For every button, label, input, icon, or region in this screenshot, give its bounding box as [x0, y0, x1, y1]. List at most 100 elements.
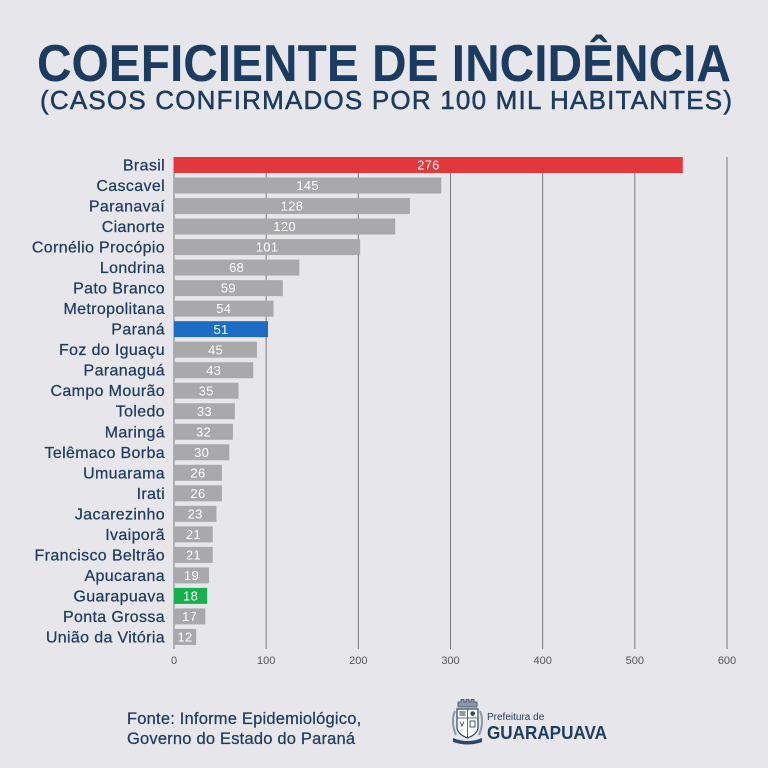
x-axis-tick-labels: 0 100 200 300 400 500 600	[171, 655, 736, 667]
x-tick-label: 400	[533, 655, 551, 667]
category-label: Paranavaí	[89, 199, 165, 216]
category-label: Campo Mourão	[51, 383, 165, 400]
category-label: Metropolitana	[64, 301, 166, 318]
category-label: Cornélio Procópio	[32, 240, 165, 257]
bar-value-label: 128	[281, 199, 304, 214]
category-label: Ponta Grossa	[63, 609, 165, 626]
bar	[174, 382, 239, 399]
bar-value-label: 54	[216, 301, 231, 316]
source-line-2: Governo do Estado do Paraná	[127, 730, 356, 748]
gridlines	[173, 157, 728, 649]
category-label: Paraná	[111, 322, 165, 339]
category-label: Londrina	[100, 260, 165, 277]
category-label: Jacarezinho	[75, 506, 165, 523]
category-label: Guarapuava	[73, 588, 165, 605]
bar	[174, 341, 257, 358]
category-label: Francisco Beltrão	[35, 547, 165, 564]
category-label: Irati	[137, 486, 165, 503]
category-label: Cianorte	[102, 219, 165, 236]
category-label: Pato Branco	[73, 281, 165, 298]
category-label: Foz do Iguaçu	[59, 342, 165, 359]
bar	[174, 239, 361, 256]
category-label: Cascavel	[96, 178, 165, 195]
x-tick-label: 200	[349, 655, 367, 667]
bar	[174, 321, 269, 338]
bar-value-label: 17	[182, 609, 197, 624]
category-label: Apucarana	[84, 568, 165, 585]
shield-quarter-3	[459, 721, 465, 728]
category-label: Toledo	[116, 404, 165, 421]
guarapuava-logo: Prefeitura de GUARAPUAVA	[452, 699, 607, 745]
mural-crown	[457, 699, 478, 708]
shield-quarter-2	[470, 711, 476, 716]
bar-value-label: 26	[190, 486, 205, 501]
x-tick-label: 500	[626, 655, 644, 667]
bars	[174, 157, 683, 645]
bar	[174, 628, 197, 645]
category-label: Telêmaco Borba	[44, 445, 165, 462]
bar	[174, 608, 206, 625]
bar-value-label: 19	[184, 568, 199, 583]
logo-line-1: Prefeitura de	[487, 712, 545, 723]
bar-value-label: 59	[221, 281, 236, 296]
x-tick-label: 300	[441, 655, 459, 667]
x-tick-label: 0	[171, 655, 177, 667]
bar-value-label: 45	[208, 342, 223, 357]
bar-value-label: 51	[213, 322, 228, 337]
bar	[174, 300, 274, 317]
bar	[174, 444, 230, 461]
bar	[174, 505, 217, 522]
shield-quarter-1	[459, 711, 466, 716]
x-tick-label: 100	[257, 655, 275, 667]
category-labels: Brasil Cascavel Paranavaí Cianorte Cornélio …	[32, 157, 166, 646]
bar-value-label: 30	[194, 445, 209, 460]
bar-value-label: 32	[196, 424, 211, 439]
bar	[174, 526, 213, 543]
x-tick-label: 600	[718, 655, 736, 667]
bar-value-label: 120	[273, 219, 296, 234]
bar	[174, 280, 283, 297]
side-branches	[452, 710, 483, 736]
ribbon	[453, 738, 482, 745]
bar-value-label: 68	[229, 260, 244, 275]
bar	[174, 423, 233, 440]
bar-value-label: 12	[178, 630, 193, 645]
chart-title: COEFICIENTE DE INCIDÊNCIA	[37, 34, 731, 93]
bar-value-label: 18	[183, 589, 198, 604]
category-label: União da Vitória	[46, 629, 165, 646]
bar	[174, 567, 210, 584]
bar-value-label: 33	[197, 404, 212, 419]
bar	[174, 177, 442, 194]
category-label: Paranaguá	[84, 363, 165, 380]
bar-value-label: 21	[186, 527, 201, 542]
bar	[174, 259, 300, 276]
bar-value-label: 23	[188, 506, 203, 521]
shield-divisions	[457, 709, 478, 738]
chart-subtitle: (CASOS CONFIRMADOS POR 100 MIL HABITANTE…	[40, 85, 732, 115]
bar-value-label: 101	[256, 240, 279, 255]
category-label: Brasil	[123, 158, 165, 175]
bar	[174, 157, 683, 173]
bar-value-label: 145	[296, 178, 319, 193]
bar-value-label: 35	[199, 383, 214, 398]
shield-quarter-4	[469, 720, 476, 728]
category-label: Umuarama	[83, 465, 165, 482]
bar-value-label: 276	[417, 158, 440, 173]
bar	[174, 464, 222, 481]
bar	[174, 587, 208, 604]
logo-line-2: GUARAPUAVA	[487, 723, 607, 743]
bar	[174, 485, 222, 502]
bar	[174, 362, 254, 379]
coat-of-arms-icon	[452, 699, 483, 745]
bar	[174, 218, 396, 235]
bar	[174, 403, 235, 420]
category-label: Maringá	[105, 424, 165, 441]
bar-value-labels: 276 145 128 120 101 68 59 54 51 45 43 35 33 32 30 26 26 2…	[178, 158, 440, 645]
source-line-1: Fonte: Informe Epidemiológico,	[127, 710, 361, 728]
bar-value-label: 21	[186, 547, 201, 562]
bar	[174, 546, 213, 563]
bar-value-label: 26	[190, 465, 205, 480]
category-label: Ivaiporã	[105, 527, 165, 544]
